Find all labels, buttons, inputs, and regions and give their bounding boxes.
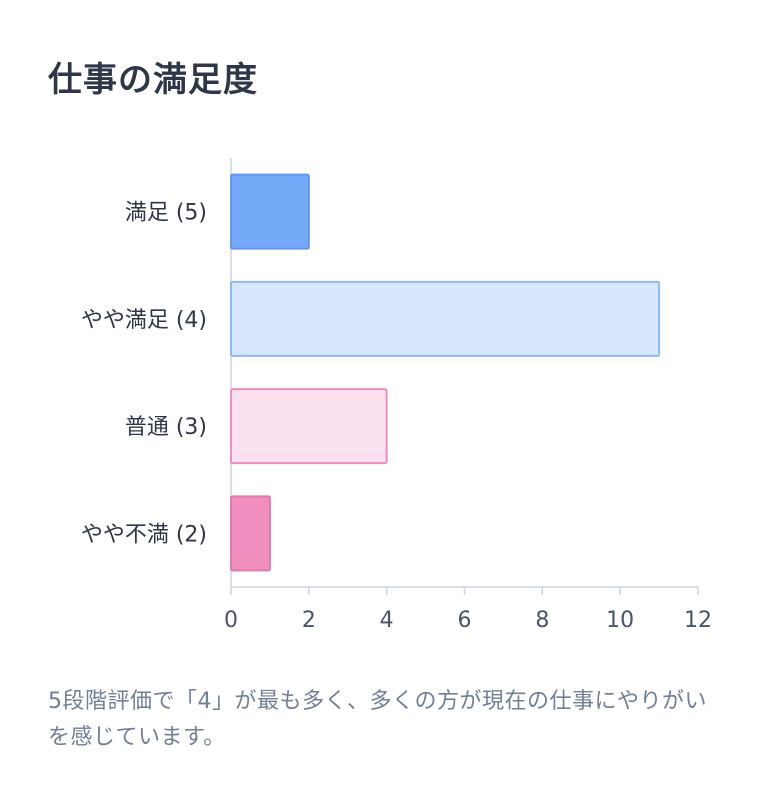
chart-caption: 5段階評価で「4」が最も多く、多くの方が現在の仕事にやりがいを感じています。 (48, 689, 707, 750)
category-label: 普通 (3) (125, 415, 207, 440)
x-tick-label: 6 (458, 608, 472, 633)
chart-title: 仕事の満足度 (48, 60, 258, 100)
category-label: やや不満 (2) (81, 522, 207, 547)
x-tick-label: 8 (535, 608, 549, 633)
x-tick-label: 10 (606, 608, 634, 633)
x-tick-label: 2 (302, 608, 316, 633)
bar (230, 280, 661, 357)
category-label: やや満足 (4) (81, 308, 207, 333)
category-label: 満足 (5) (125, 201, 207, 226)
satisfaction-bar-chart: 0 2 4 6 8 10 12 満足 (5) やや満足 (4) 普通 (3) やや不満 (2) (81, 158, 712, 633)
bar (230, 388, 388, 465)
bar (230, 495, 271, 572)
x-tick-label: 4 (380, 608, 394, 633)
x-tick-label: 12 (684, 608, 712, 633)
bar (230, 173, 310, 250)
x-tick-label: 0 (224, 608, 238, 633)
